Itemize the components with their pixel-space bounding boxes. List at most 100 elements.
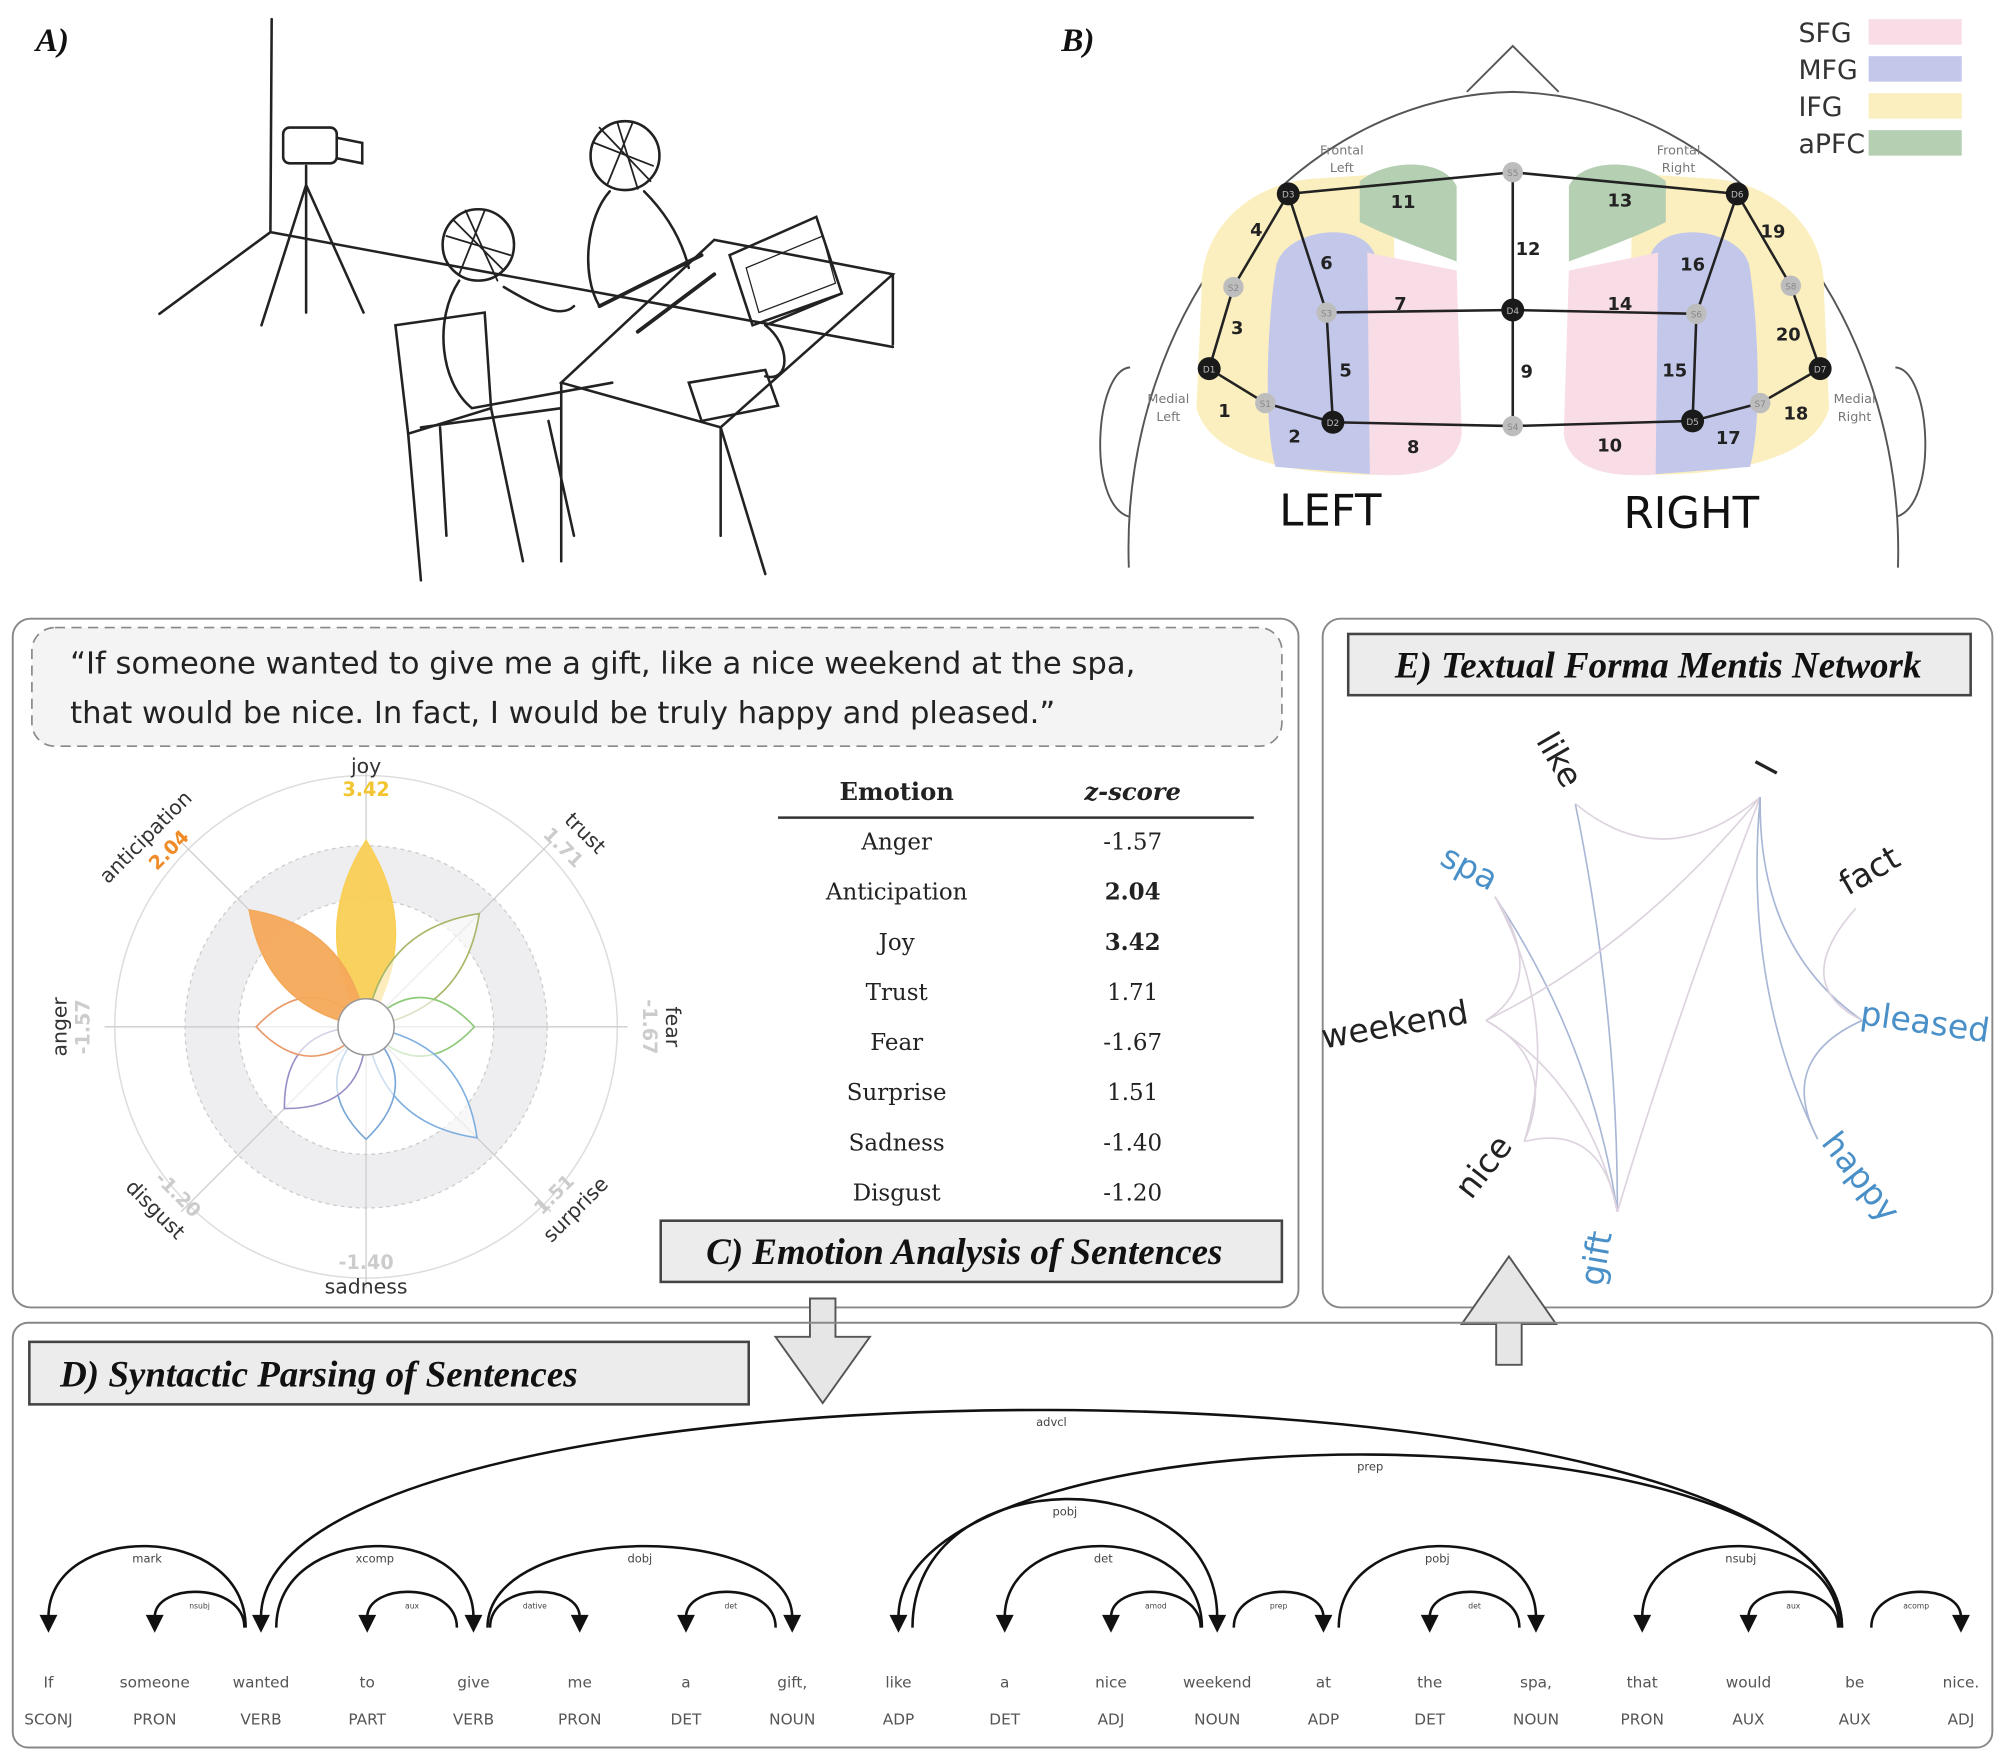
channel-line <box>1691 313 1698 421</box>
panel-a: A) <box>34 17 896 582</box>
detector-label: D7 <box>1814 365 1827 375</box>
arrowhead-icon <box>1420 1614 1439 1633</box>
channel-number: 15 <box>1662 360 1687 381</box>
up-arrow-icon <box>1459 1254 1558 1366</box>
pos-tag: DET <box>1414 1711 1445 1729</box>
channel-number: 16 <box>1680 254 1705 275</box>
parse-word: be <box>1845 1674 1864 1692</box>
table-cell-emotion: Sadness <box>849 1130 945 1156</box>
dependency-label: nsubj <box>1725 1552 1756 1566</box>
dependency-label: prep <box>1357 1460 1383 1474</box>
channel-number: 10 <box>1597 436 1622 457</box>
source-label: S8 <box>1785 283 1797 293</box>
detector-node <box>1321 410 1345 434</box>
medial-left-label: Left <box>1156 410 1180 425</box>
optode-layout: 1234567891011121314151617181920D1D2D3D4D… <box>1197 162 1832 458</box>
channel-line <box>1264 401 1334 424</box>
dependency-arc <box>1003 1544 1204 1628</box>
detector-node <box>1681 409 1705 433</box>
detector-node <box>1808 357 1832 381</box>
table-cell-zscore: 1.51 <box>1107 1080 1158 1106</box>
table-row: Anticipation 2.04 <box>825 879 1161 906</box>
table-cell-emotion: Anger <box>860 830 932 856</box>
table-cell-zscore: -1.40 <box>1103 1130 1162 1156</box>
pos-tag: AUX <box>1732 1711 1764 1729</box>
dependency-arc <box>1232 1590 1325 1628</box>
dependency-arc <box>1337 1544 1538 1628</box>
dependency-label: pobj <box>1052 1504 1077 1518</box>
pos-tag: NOUN <box>1513 1711 1559 1729</box>
panel-c-title: C) Emotion Analysis of Sentences <box>706 1231 1222 1273</box>
legend-label: SFG <box>1798 18 1851 49</box>
panel-a-label: A) <box>34 22 69 59</box>
detector-node <box>1197 357 1221 381</box>
channel-number: 12 <box>1516 239 1541 260</box>
panel-e: E) Textual Forma Mentis Network like Ispa… <box>1318 617 1994 1309</box>
table-cell-emotion: Surprise <box>847 1080 947 1106</box>
source-node <box>1316 302 1337 323</box>
sfg-region <box>1367 252 1462 476</box>
table-cell-zscore: 2.04 <box>1105 879 1161 906</box>
arrowhead-icon <box>1739 1614 1758 1633</box>
dependency-arc <box>684 1590 777 1628</box>
legend-swatch <box>1868 19 1962 45</box>
arrowhead-icon <box>677 1614 695 1633</box>
dependency-label: aux <box>1786 1601 1801 1610</box>
detector-node <box>1725 182 1749 206</box>
parse-word: nice. <box>1943 1674 1980 1692</box>
room-illustration <box>158 17 896 582</box>
parse-word: spa, <box>1520 1674 1552 1692</box>
channel-line <box>1695 193 1739 315</box>
arrowhead-icon <box>1633 1614 1652 1633</box>
apfc-region <box>1359 164 1457 262</box>
panel-d: D) Syntactic Parsing of Sentences If SCON… <box>11 1321 1994 1749</box>
emotion-table: Emotion z-score Anger -1.57 Anticipation 2.… <box>778 777 1254 1206</box>
apfc-region <box>1568 164 1666 262</box>
arrowhead-icon <box>464 1614 483 1633</box>
dependency-arc <box>1428 1590 1521 1628</box>
dependency-arc <box>1109 1590 1202 1628</box>
detector-label: D2 <box>1327 419 1340 429</box>
source-node <box>1502 162 1523 183</box>
detector-label: D1 <box>1203 365 1216 375</box>
arrowhead-icon <box>995 1614 1014 1633</box>
dependency-arc <box>486 1544 794 1628</box>
network-edge <box>1823 907 1863 1022</box>
source-label: S6 <box>1691 311 1703 321</box>
petal-anticipation <box>180 841 368 1028</box>
table-cell-emotion: Disgust <box>853 1180 942 1206</box>
parse-word: at <box>1316 1674 1331 1692</box>
frontal-right-label: Right <box>1662 161 1696 176</box>
quote-line: “If someone wanted to give me a gift, li… <box>70 647 1135 682</box>
parse-word: that <box>1627 1674 1658 1692</box>
left-hemisphere-label: LEFT <box>1279 487 1382 537</box>
dependency-label: nsubj <box>189 1601 210 1610</box>
channel-number: 13 <box>1607 191 1632 212</box>
pos-tag: PRON <box>133 1711 176 1729</box>
channel-number: 8 <box>1407 437 1419 458</box>
left-hemisphere-regions <box>1196 164 1462 476</box>
quote-box <box>31 626 1283 748</box>
source-node <box>1780 275 1802 296</box>
channel-line <box>1512 170 1738 196</box>
channel-number: 3 <box>1231 318 1243 339</box>
arrowhead-icon <box>1314 1614 1333 1633</box>
channel-line <box>1736 193 1792 287</box>
medial-left-label: Medial <box>1147 392 1189 407</box>
emotion-label: joy <box>350 754 381 778</box>
emotion-value: 3.42 <box>342 778 389 801</box>
dependency-label: dative <box>523 1601 547 1610</box>
dependency-label: det <box>725 1601 738 1610</box>
channel-line <box>1789 285 1822 370</box>
mfg-region <box>1267 232 1375 475</box>
channel-line <box>1759 367 1821 405</box>
panel-c: “If someone wanted to give me a gift, li… <box>11 617 1300 1309</box>
parse-word: would <box>1726 1674 1772 1692</box>
table-cell-zscore: -1.57 <box>1103 830 1162 856</box>
dependency-label: mark <box>132 1552 162 1566</box>
source-label: S7 <box>1755 400 1766 410</box>
channel-line <box>1232 193 1290 288</box>
channel-number: 11 <box>1391 192 1416 213</box>
table-cell-zscore: 3.42 <box>1105 929 1161 956</box>
parse-word: give <box>457 1674 489 1692</box>
